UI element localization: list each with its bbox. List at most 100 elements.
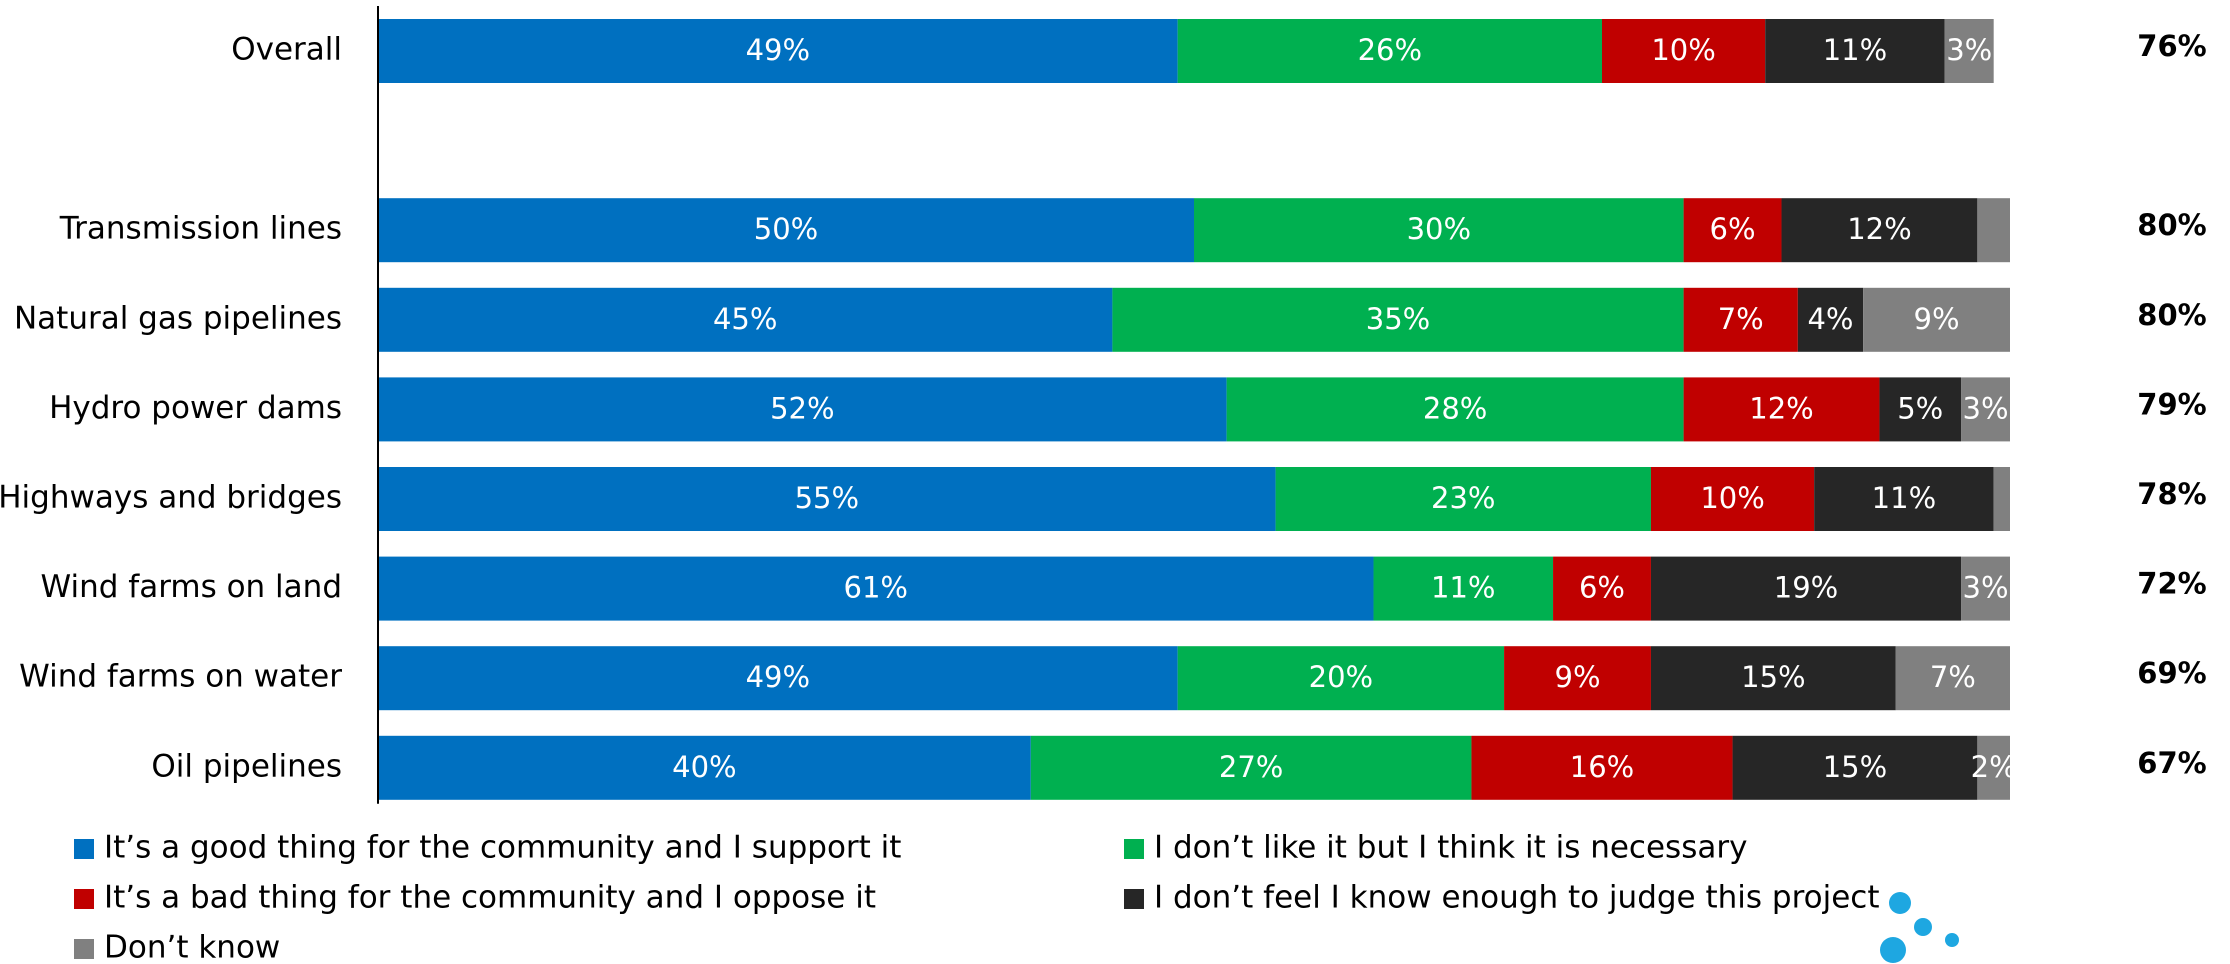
segment-label: 19% [1774,571,1838,605]
bar-segment [1977,735,2010,800]
category-label: Transmission lines [59,211,342,247]
bar-segment [1961,556,2010,621]
logo-dot [1914,918,1932,936]
bar-segment [378,287,1113,352]
bar-segment [378,556,1374,621]
bar-segment [1504,646,1651,711]
bar-segment [1977,198,2010,263]
bar-segment [1683,287,1798,352]
bar-segment [378,467,1276,531]
segment-label: 55% [795,481,859,515]
logo-dot [1889,892,1911,914]
total-label: 76% [2137,29,2206,63]
total-label: 79% [2137,387,2206,421]
bar-segment [1683,198,1782,263]
bar-segment [1177,646,1505,711]
segment-label: 61% [844,571,908,605]
total-label: 80% [2137,208,2206,242]
bar-segment [1602,19,1766,83]
bar-segment [1226,377,1684,442]
segment-label: 15% [1823,750,1887,784]
legend-label: It’s a bad thing for the community and I… [104,880,876,916]
total-label: 69% [2137,656,2206,690]
bar-segment [378,198,1194,263]
legend-label: Don’t know [104,930,280,964]
segment-label: 9% [1914,302,1960,336]
legend-swatch [74,889,94,909]
bar-segment [1732,735,1978,800]
segment-label: 3% [1946,33,1992,67]
segment-label: 6% [1710,212,1756,246]
bar-segment [378,646,1178,711]
segment-label: 52% [770,391,834,425]
legend-swatch [1124,889,1144,909]
bar-segment [1895,646,2010,711]
segment-label: 35% [1366,302,1430,336]
bar-segment [1373,556,1554,621]
segment-label: 4% [1807,302,1853,336]
bar-segment [1471,735,1733,800]
segment-label: 11% [1872,481,1936,515]
segment-label: 49% [746,660,810,694]
total-label: 72% [2137,567,2206,601]
bar-segment [1797,287,1864,352]
segment-label: 23% [1431,481,1495,515]
segment-label: 6% [1579,571,1625,605]
segment-label: 9% [1555,660,1601,694]
total-label: 78% [2137,477,2206,511]
legend-swatch [74,839,94,859]
bar-segment [1961,377,2010,442]
segment-label: 28% [1423,391,1487,425]
bar-segment [1781,198,1978,263]
bar-segment [1177,19,1602,83]
segment-label: 11% [1431,571,1495,605]
legend-label: It’s a good thing for the community and … [104,830,901,866]
segment-label: 11% [1823,33,1887,67]
bar-segment [1112,287,1684,352]
bar-segment [378,735,1031,800]
segment-label: 7% [1718,302,1764,336]
bar-segment [1650,467,1815,531]
bar-segment [1863,287,2010,352]
legend-swatch [74,939,94,959]
bar-segment [1814,467,1994,531]
category-label: Wind farms on land [41,569,342,605]
segment-label: 5% [1897,391,1943,425]
logo-dot [1880,937,1906,963]
bar-segment [1944,19,1994,83]
category-label: Overall [231,32,342,68]
category-label: Wind farms on water [19,659,342,695]
bar-segment [1194,198,1684,263]
segment-label: 20% [1309,660,1373,694]
category-label: Oil pipelines [151,748,342,784]
bar-segment [1993,467,2010,531]
bar-segment [1553,556,1651,621]
segment-label: 15% [1741,660,1805,694]
segment-label: 49% [746,33,810,67]
bar-segment [1765,19,1945,83]
segment-label: 26% [1358,33,1422,67]
segment-label: 10% [1700,481,1764,515]
bar-segment [1683,377,1880,442]
category-label: Natural gas pipelines [14,300,342,336]
segment-label: 7% [1930,660,1976,694]
segment-label: 3% [1963,391,2009,425]
segment-label: 16% [1570,750,1634,784]
bar-segment [378,19,1178,83]
segment-label: 2% [1971,750,2017,784]
segment-label: 12% [1749,391,1813,425]
bar-segment [1650,646,1896,711]
segment-label: 50% [754,212,818,246]
bar-segment [1030,735,1472,800]
bar-segment [1650,556,1962,621]
legend-label: I don’t like it but I think it is necess… [1154,830,1747,866]
segment-label: 30% [1407,212,1471,246]
segment-label: 27% [1219,750,1283,784]
segment-label: 12% [1847,212,1911,246]
total-label: 67% [2137,746,2206,780]
bar-segment [378,377,1227,442]
bar-segment [1879,377,1962,442]
legend-swatch [1124,839,1144,859]
category-label: Highways and bridges [0,480,342,516]
